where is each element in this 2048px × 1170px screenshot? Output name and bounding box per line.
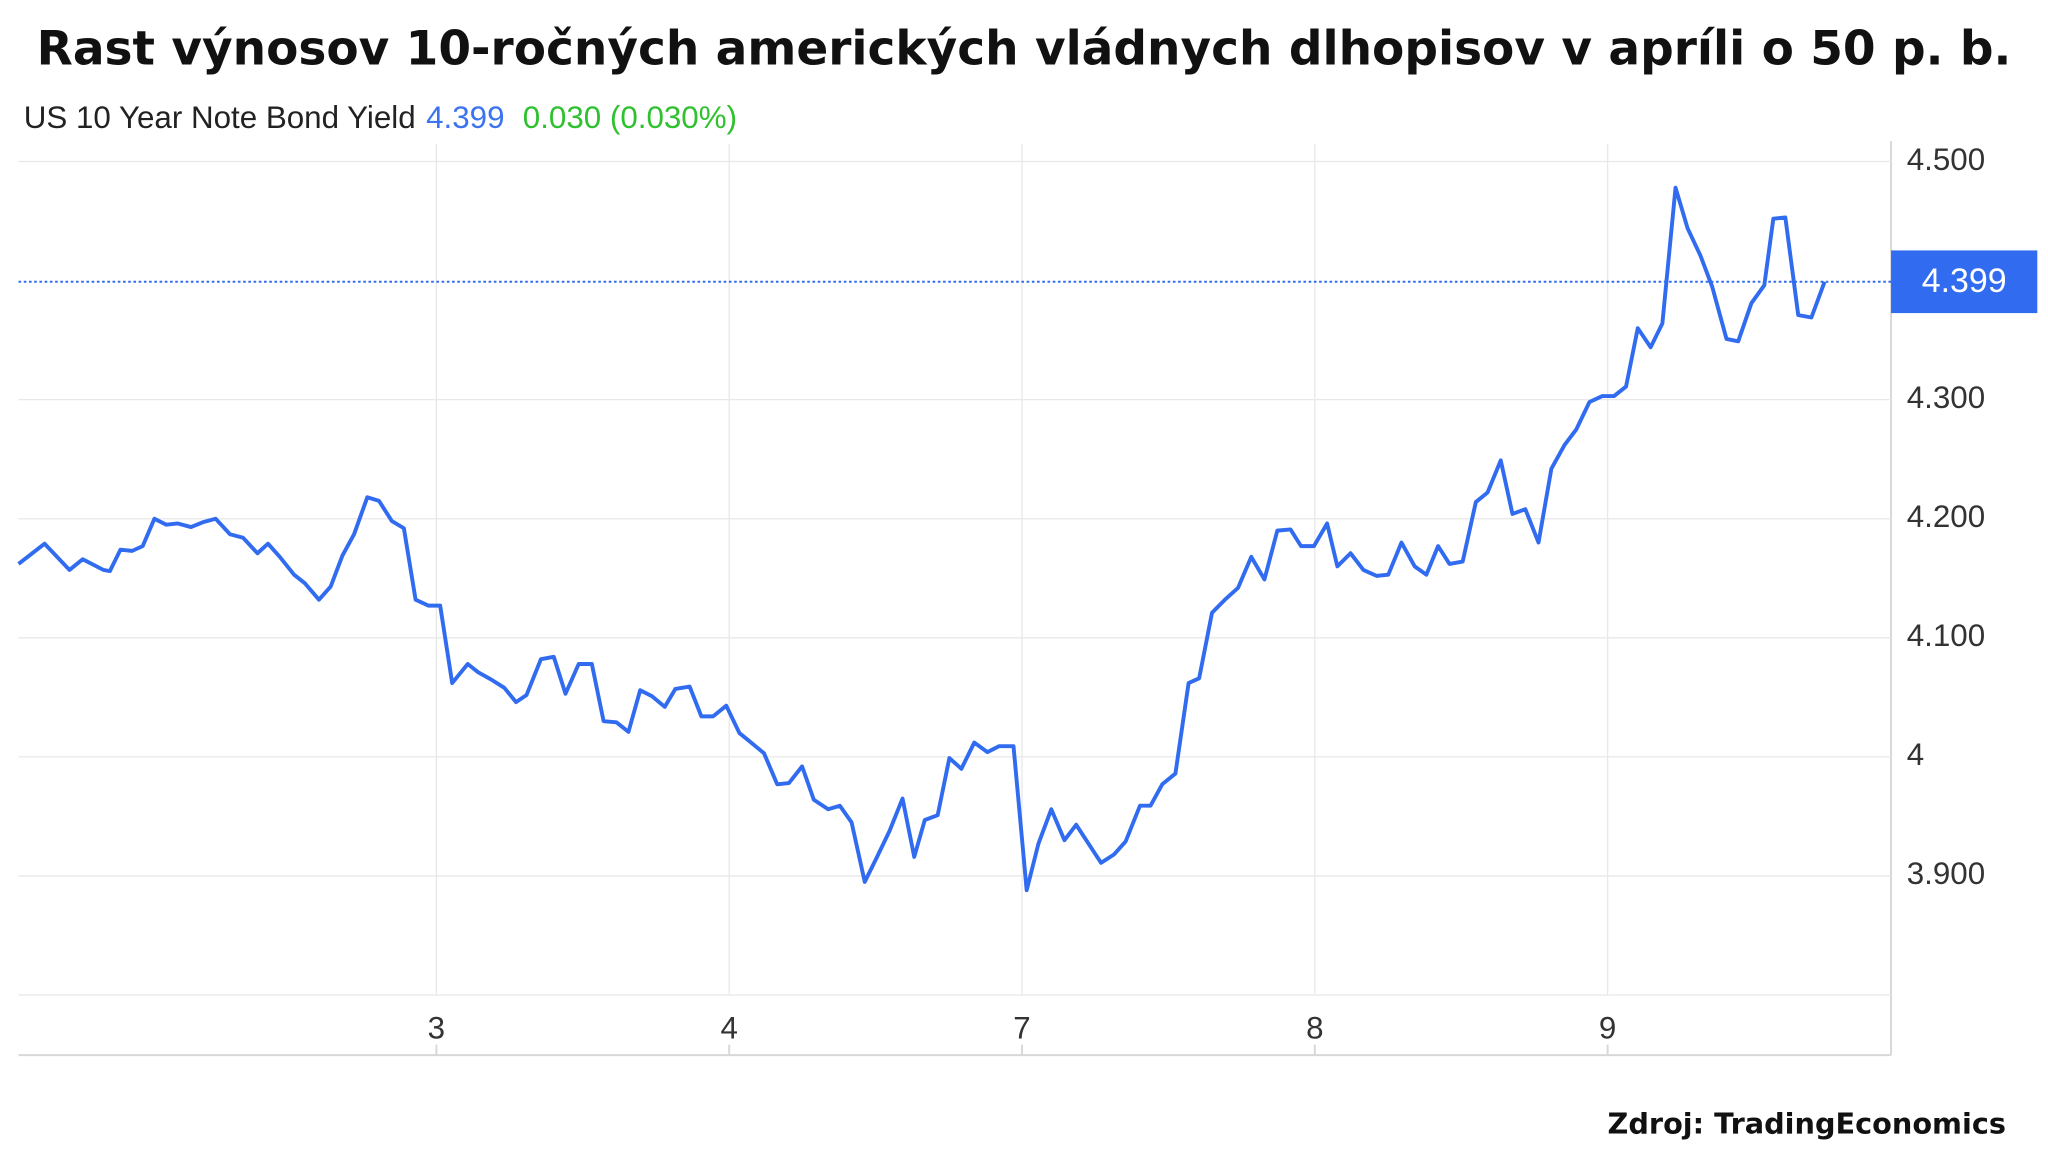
- y-tick-label: 4.300: [1907, 380, 1985, 415]
- y-tick-label: 4.200: [1907, 499, 1985, 534]
- legend-price: 4.399: [426, 100, 504, 135]
- legend-change: 0.030 (0.030%): [523, 100, 737, 135]
- last-value-tag: [1891, 250, 2038, 314]
- x-tick-label: 4: [720, 1011, 737, 1046]
- legend: US 10 Year Note Bond Yield 4.399 0.030 (0.…: [24, 100, 737, 135]
- y-tick-label: 4.100: [1907, 618, 1985, 653]
- line-series: [17, 185, 1827, 893]
- x-tick-label: 7: [1013, 1011, 1030, 1046]
- y-tick-label: 4: [1907, 737, 1924, 772]
- x-tick-label: 8: [1306, 1011, 1323, 1046]
- source: Zdroj: TradingEconomics: [1608, 1107, 2006, 1141]
- legend-name: US 10 Year Note Bond Yield: [24, 100, 416, 135]
- chart-title: Rast výnosov 10-ročných amerických vládn…: [37, 22, 2012, 77]
- x-tick-label: 9: [1599, 1011, 1616, 1046]
- x-tick-label: 3: [428, 1011, 445, 1046]
- y-tick-label: 3.900: [1907, 856, 1985, 891]
- last-value-label: 4.399: [1922, 262, 2007, 300]
- y-tick-label: 4.500: [1907, 142, 1985, 177]
